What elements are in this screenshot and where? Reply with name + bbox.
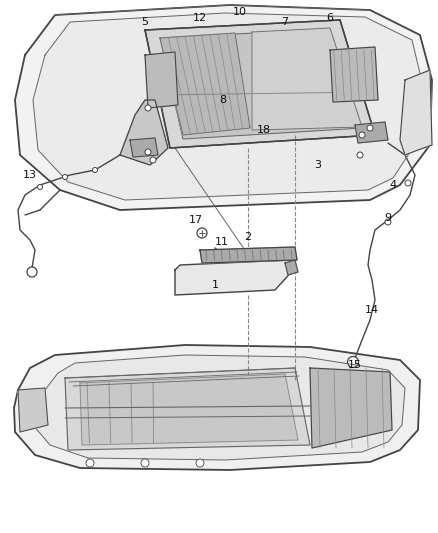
Polygon shape — [175, 260, 295, 295]
Circle shape — [86, 459, 94, 467]
Polygon shape — [145, 20, 375, 148]
Polygon shape — [80, 374, 298, 445]
Text: 11: 11 — [215, 237, 229, 247]
Polygon shape — [32, 355, 405, 460]
Circle shape — [145, 105, 151, 111]
Text: 12: 12 — [193, 13, 207, 23]
Polygon shape — [15, 5, 432, 210]
Polygon shape — [200, 247, 297, 263]
Text: 1: 1 — [212, 280, 219, 290]
Polygon shape — [120, 100, 168, 165]
Circle shape — [367, 125, 373, 131]
Polygon shape — [160, 29, 362, 139]
Text: 6: 6 — [326, 13, 333, 23]
Polygon shape — [14, 345, 420, 470]
Circle shape — [92, 167, 98, 173]
Text: 9: 9 — [385, 213, 392, 223]
Polygon shape — [252, 28, 362, 130]
Polygon shape — [145, 52, 178, 108]
Text: 7: 7 — [282, 17, 289, 27]
Text: 13: 13 — [23, 170, 37, 180]
Text: 8: 8 — [219, 95, 226, 105]
Polygon shape — [65, 368, 310, 450]
Circle shape — [359, 132, 365, 138]
Polygon shape — [330, 47, 378, 102]
Polygon shape — [130, 138, 158, 157]
Text: 14: 14 — [365, 305, 379, 315]
Circle shape — [197, 228, 207, 238]
Circle shape — [385, 219, 391, 225]
Circle shape — [347, 357, 358, 367]
Polygon shape — [18, 388, 48, 432]
Circle shape — [405, 180, 411, 186]
Text: 18: 18 — [257, 125, 271, 135]
Text: 2: 2 — [244, 232, 251, 242]
Text: 10: 10 — [233, 7, 247, 17]
Polygon shape — [160, 33, 250, 135]
Polygon shape — [285, 260, 298, 275]
Polygon shape — [33, 13, 422, 200]
Circle shape — [63, 174, 67, 180]
Circle shape — [289, 264, 295, 270]
Circle shape — [150, 157, 156, 163]
Circle shape — [145, 149, 151, 155]
Polygon shape — [310, 368, 392, 448]
Circle shape — [196, 459, 204, 467]
Circle shape — [357, 152, 363, 158]
Circle shape — [141, 459, 149, 467]
Text: 15: 15 — [348, 360, 362, 370]
Polygon shape — [355, 122, 388, 143]
Circle shape — [27, 267, 37, 277]
Text: 5: 5 — [141, 17, 148, 27]
Text: 17: 17 — [189, 215, 203, 225]
Text: 3: 3 — [314, 160, 321, 170]
Text: 4: 4 — [389, 180, 396, 190]
Polygon shape — [400, 70, 432, 155]
Circle shape — [38, 184, 42, 190]
